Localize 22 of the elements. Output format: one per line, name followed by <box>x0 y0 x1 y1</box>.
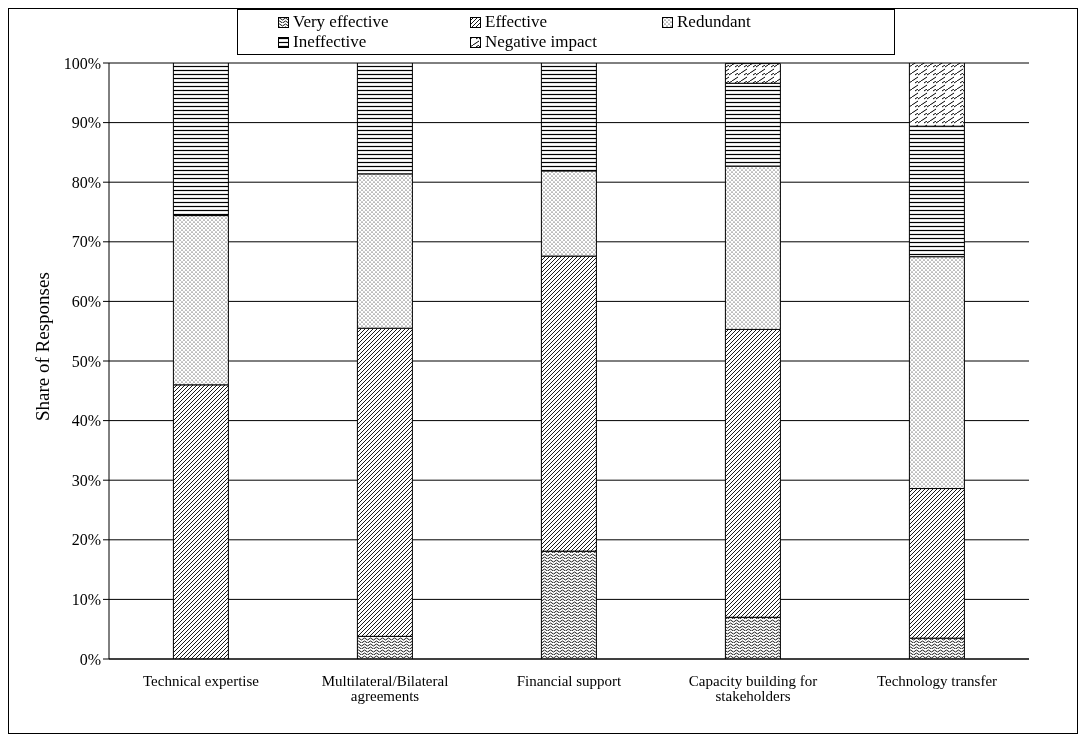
x-tick-label: Capacity building for stakeholders <box>688 672 818 704</box>
y-axis-title: Share of Responses <box>31 272 53 421</box>
x-tick-label: Financial support <box>516 672 623 689</box>
legend-label: Effective <box>485 12 547 32</box>
legend-label: Very effective <box>293 12 389 32</box>
y-tick-label: 60% <box>71 293 101 311</box>
y-tick-label: 90% <box>71 114 101 132</box>
y-tick-label: 20% <box>71 531 101 549</box>
legend-label: Redundant <box>677 12 751 32</box>
y-tick-label: 80% <box>71 173 101 191</box>
y-tick-label: 70% <box>71 233 101 251</box>
x-tick-label: Technology transfer <box>876 672 998 689</box>
y-tick-label: 50% <box>71 352 101 370</box>
legend-label: Ineffective <box>293 32 367 52</box>
legend-label: Negative impact <box>485 32 597 52</box>
y-tick-label: 30% <box>71 471 101 489</box>
x-tick-label: Technical expertise <box>143 672 260 689</box>
y-tick-label: 10% <box>71 591 101 609</box>
y-tick-label: 100% <box>63 54 101 72</box>
y-tick-label: 0% <box>79 650 101 668</box>
y-tick-label: 40% <box>71 412 101 430</box>
x-tick-label: Multilateral/Bilateral agreements <box>321 672 449 704</box>
